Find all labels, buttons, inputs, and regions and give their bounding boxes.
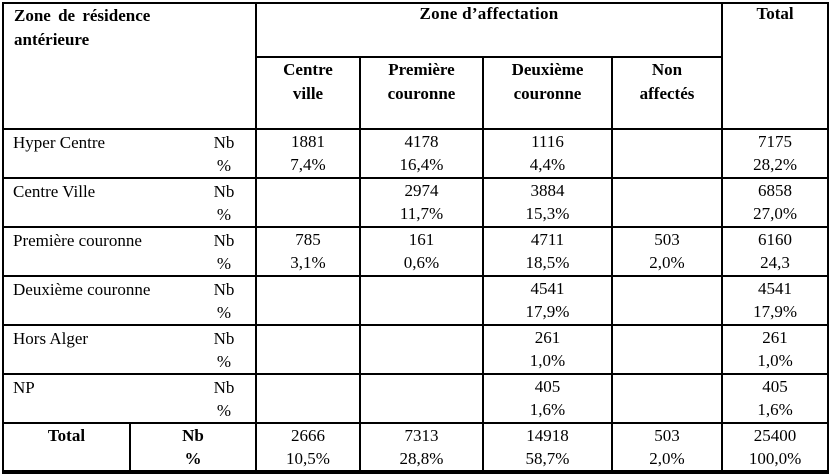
total-column-header-label: Total bbox=[756, 4, 794, 23]
cell-np-total: 405 1,6% bbox=[721, 373, 830, 424]
corner-header-cell: Zone de résidence antérieure bbox=[2, 2, 257, 130]
cell-deuxieme-couronne-centre-ville bbox=[255, 275, 361, 326]
cell-premiere-couronne-deuxieme-couronne: 4711 18,5% bbox=[482, 226, 613, 277]
nb-label: Nb bbox=[213, 378, 235, 397]
column-header-deuxieme-couronne: Deuxième couronne bbox=[482, 56, 613, 130]
cell-hors-alger-non-affectes bbox=[610, 324, 724, 375]
cell-hors-alger-total: 261 1,0% bbox=[721, 324, 830, 375]
cell-deuxieme-couronne-total: 4541 17,9% bbox=[721, 275, 830, 326]
table-row-premiere-couronne: Première couronne Nb % 785 3,1% 161 0,6% 4… bbox=[2, 226, 830, 277]
row-label: Hors Alger bbox=[13, 329, 89, 348]
total-row-label: Total bbox=[47, 426, 86, 445]
cell-deuxieme-couronne-non-affectes bbox=[610, 275, 724, 326]
nb-label: Nb bbox=[213, 329, 235, 348]
pct-label: % bbox=[184, 449, 202, 468]
cell-hyper-centre-premiere-couronne: 4178 16,4% bbox=[359, 128, 484, 179]
cell-np-deuxieme-couronne: 405 1,6% bbox=[482, 373, 613, 424]
pct-label: % bbox=[216, 205, 232, 224]
column-header-centre-ville: Centre ville bbox=[255, 56, 361, 130]
measure-labels: Nb % bbox=[193, 327, 254, 372]
cell-deuxieme-couronne-deuxieme-couronne: 4541 17,9% bbox=[482, 275, 613, 326]
cell-deuxieme-couronne-premiere-couronne bbox=[359, 275, 484, 326]
table-row-hors-alger: Hors Alger Nb % 261 1,0% 261 1,0% bbox=[2, 324, 830, 375]
cell-np-premiere-couronne bbox=[359, 373, 484, 424]
measure-labels: Nb % bbox=[193, 180, 254, 225]
table-row-total: Total Nb % 2666 10,5% 7313 28,8% 14918 58,7… bbox=[2, 422, 830, 474]
row-label-cell: NP Nb % bbox=[2, 373, 257, 424]
cell-hyper-centre-centre-ville: 1881 7,4% bbox=[255, 128, 361, 179]
measure-labels: Nb % bbox=[193, 131, 254, 176]
row-label: Deuxième couronne bbox=[13, 280, 151, 299]
table-row-np: NP Nb % 405 1,6% 405 1,6% bbox=[2, 373, 830, 424]
pct-label: % bbox=[216, 303, 232, 322]
nb-label: Nb bbox=[213, 182, 235, 201]
cell-centre-ville-deuxieme-couronne: 3884 15,3% bbox=[482, 177, 613, 228]
cell-total-premiere-couronne: 7313 28,8% bbox=[359, 422, 484, 474]
cell-centre-ville-premiere-couronne: 2974 11,7% bbox=[359, 177, 484, 228]
row-label-cell: Hyper Centre Nb % bbox=[2, 128, 257, 179]
row-label: Centre Ville bbox=[13, 182, 96, 201]
nb-label: Nb bbox=[213, 280, 235, 299]
measure-labels: Nb % bbox=[193, 278, 254, 323]
cell-centre-ville-centre-ville bbox=[255, 177, 361, 228]
pct-label: % bbox=[216, 254, 232, 273]
column-header-non-affectes: Non affectés bbox=[610, 56, 724, 130]
table-row-centre-ville: Centre Ville Nb % 2974 11,7% 3884 15,3% 68… bbox=[2, 177, 830, 228]
column-header-premiere-couronne: Première couronne bbox=[359, 56, 484, 130]
measure-labels: Nb % bbox=[193, 376, 254, 421]
row-label: Hyper Centre bbox=[13, 133, 106, 152]
cell-premiere-couronne-total: 6160 24,3 bbox=[721, 226, 830, 277]
group-header-cell: Zone d’affectation bbox=[254, 2, 724, 58]
group-header-label: Zone d’affectation bbox=[419, 4, 559, 23]
total-column-header-cell: Total bbox=[721, 2, 830, 130]
cell-hors-alger-deuxieme-couronne: 261 1,0% bbox=[482, 324, 613, 375]
row-label: Première couronne bbox=[13, 231, 142, 250]
cell-hors-alger-centre-ville bbox=[255, 324, 361, 375]
cell-premiere-couronne-premiere-couronne: 161 0,6% bbox=[359, 226, 484, 277]
cell-hors-alger-premiere-couronne bbox=[359, 324, 484, 375]
cell-centre-ville-total: 6858 27,0% bbox=[721, 177, 830, 228]
cell-total-total: 25400 100,0% bbox=[721, 422, 830, 474]
nb-label: Nb bbox=[213, 133, 235, 152]
measure-labels: Nb % bbox=[193, 229, 254, 274]
nb-label: Nb bbox=[213, 231, 235, 250]
pct-label: % bbox=[216, 156, 232, 175]
cell-premiere-couronne-non-affectes: 503 2,0% bbox=[610, 226, 724, 277]
cell-np-non-affectes bbox=[610, 373, 724, 424]
row-label-cell: Centre Ville Nb % bbox=[2, 177, 257, 228]
cell-premiere-couronne-centre-ville: 785 3,1% bbox=[255, 226, 361, 277]
table-row-hyper-centre: Hyper Centre Nb % 1881 7,4% 4178 16,4% 111… bbox=[2, 128, 830, 179]
total-row-label-cell: Total bbox=[2, 422, 131, 474]
cell-total-centre-ville: 2666 10,5% bbox=[255, 422, 361, 474]
pct-label: % bbox=[216, 352, 232, 371]
pct-label: % bbox=[216, 401, 232, 420]
cell-centre-ville-non-affectes bbox=[610, 177, 724, 228]
row-label: NP bbox=[13, 378, 35, 397]
row-label-cell: Deuxième couronne Nb % bbox=[2, 275, 257, 326]
corner-header-label: Zone de résidence antérieure bbox=[14, 6, 151, 49]
cell-np-centre-ville bbox=[255, 373, 361, 424]
total-measure-labels-cell: Nb % bbox=[129, 422, 257, 474]
cell-total-deuxieme-couronne: 14918 58,7% bbox=[482, 422, 613, 474]
table-row-deuxieme-couronne: Deuxième couronne Nb % 4541 17,9% 4541 17,… bbox=[2, 275, 830, 326]
cell-hyper-centre-non-affectes bbox=[610, 128, 724, 179]
row-label-cell: Première couronne Nb % bbox=[2, 226, 257, 277]
row-label-cell: Hors Alger Nb % bbox=[2, 324, 257, 375]
cell-hyper-centre-deuxieme-couronne: 1116 4,4% bbox=[482, 128, 613, 179]
cell-total-non-affectes: 503 2,0% bbox=[610, 422, 724, 474]
nb-label: Nb bbox=[182, 426, 204, 445]
cell-hyper-centre-total: 7175 28,2% bbox=[721, 128, 830, 179]
